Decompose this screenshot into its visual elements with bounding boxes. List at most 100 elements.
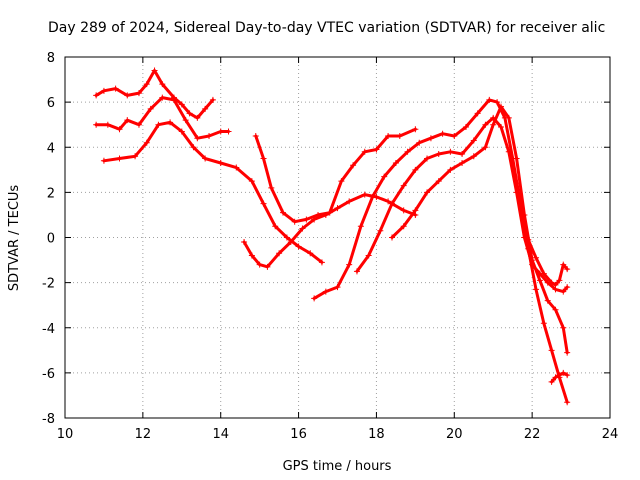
data-point [548, 378, 555, 385]
data-point [498, 123, 504, 130]
data-point [396, 132, 403, 139]
data-point [498, 103, 504, 110]
data-point [439, 130, 446, 137]
series-track-j [548, 369, 571, 385]
data-point [248, 252, 255, 259]
series-line [102, 120, 324, 264]
data-point [350, 162, 357, 169]
data-point [482, 121, 489, 128]
data-point [552, 281, 559, 288]
data-point [124, 117, 131, 124]
x-axis: 10 12 14 16 18 20 22 24 [57, 57, 619, 442]
data-point [548, 347, 555, 354]
x-tick-label: 24 [602, 427, 619, 442]
data-point [470, 137, 477, 144]
data-point [392, 160, 399, 167]
data-point [295, 243, 302, 250]
data-point [560, 288, 567, 295]
data-point [307, 250, 314, 257]
data-point [233, 164, 240, 171]
data-point [540, 270, 547, 277]
data-point [544, 297, 551, 304]
data-point [385, 132, 392, 139]
data-point [280, 209, 286, 216]
data-point [556, 277, 563, 284]
data-point [494, 99, 501, 106]
data-point [135, 90, 142, 97]
data-point [521, 234, 528, 241]
data-point [241, 239, 248, 246]
data-point [412, 207, 419, 214]
grid [65, 57, 610, 418]
data-point [373, 146, 380, 153]
data-point [556, 372, 563, 379]
x-tick-label: 12 [135, 427, 152, 442]
data-point [490, 121, 497, 128]
data-point [346, 198, 353, 205]
data-point [104, 121, 111, 128]
data-point [299, 225, 306, 232]
data-point [427, 135, 434, 142]
series-line [94, 69, 215, 120]
data-point [505, 114, 512, 121]
data-point [326, 209, 333, 216]
data-point [552, 374, 559, 381]
y-tick-label: 0 [47, 232, 55, 247]
data-point [560, 369, 567, 376]
data-point [412, 126, 419, 133]
y-tick-label: -6 [42, 367, 55, 382]
data-point [536, 277, 543, 284]
data-point [93, 121, 100, 128]
data-point [283, 234, 290, 241]
data-point [474, 110, 481, 117]
series-line [312, 98, 569, 404]
data-point [521, 211, 528, 218]
data-point [112, 85, 119, 92]
data-point [451, 132, 458, 139]
data-point [147, 105, 154, 112]
data-point [564, 266, 571, 273]
y-axis-title: SDTVAR / TECUs [7, 185, 22, 292]
data-point [143, 81, 150, 88]
series-track-a [93, 67, 216, 121]
data-point [315, 211, 322, 218]
data-point [194, 135, 201, 142]
series-layer [93, 67, 571, 406]
y-tick-label: 8 [47, 51, 55, 66]
series-line [242, 193, 417, 269]
data-point [424, 189, 431, 196]
data-point [564, 349, 571, 356]
data-point [178, 101, 185, 108]
y-tick-label: 6 [47, 96, 55, 111]
x-tick-label: 16 [290, 427, 307, 442]
data-point [202, 155, 209, 162]
data-point [385, 198, 392, 205]
x-tick-label: 22 [524, 427, 541, 442]
data-point [564, 372, 571, 379]
data-point [564, 284, 571, 291]
data-point [381, 173, 388, 180]
y-tick-label: 4 [47, 141, 55, 156]
data-point [548, 279, 555, 286]
data-point [264, 263, 271, 270]
data-point [287, 239, 294, 246]
data-point [369, 193, 376, 200]
data-point [525, 236, 532, 243]
data-point [400, 207, 407, 214]
data-point [353, 268, 360, 275]
x-tick-label: 18 [368, 427, 385, 442]
data-point [225, 128, 232, 135]
x-tick-label: 14 [212, 427, 229, 442]
data-point [252, 132, 259, 139]
data-point [143, 139, 150, 146]
series-track-c [100, 119, 325, 266]
data-point [116, 126, 123, 133]
data-point [217, 128, 224, 135]
data-point [435, 178, 442, 185]
data-point [560, 324, 567, 331]
data-point [424, 155, 431, 162]
data-point [135, 121, 142, 128]
y-tick-label: 2 [47, 186, 55, 201]
series-track-e [252, 126, 419, 225]
